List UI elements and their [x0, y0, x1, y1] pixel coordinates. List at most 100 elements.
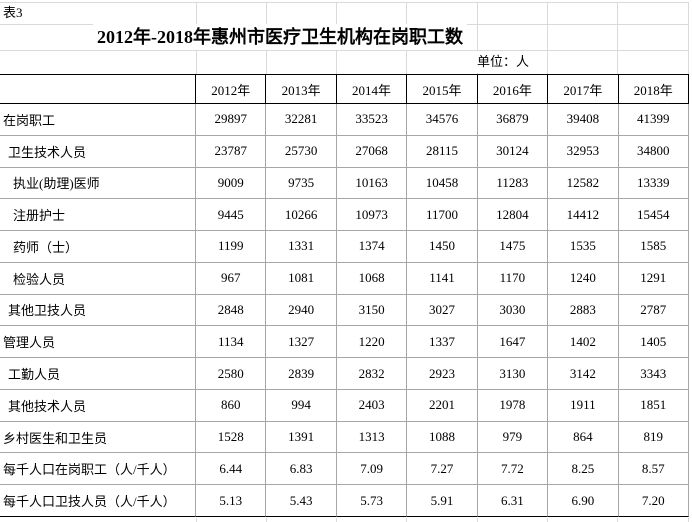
- cell-value: 27068: [336, 135, 408, 168]
- sheet-gridline: [547, 2, 548, 74]
- sheet-gridline: [688, 518, 689, 522]
- cell-value: 3343: [618, 358, 689, 390]
- cell-value: 7.20: [618, 485, 689, 517]
- cell-value: 1337: [407, 326, 478, 359]
- cell-value: 32953: [548, 135, 619, 168]
- cell-value: 7.72: [477, 453, 549, 486]
- cell-value: 6.90: [548, 485, 619, 517]
- cell-value: 1647: [477, 326, 549, 359]
- sheet-gridline: [617, 2, 618, 74]
- table-title-text: 2012年-2018年惠州市医疗卫生机构在岗职工数: [93, 24, 467, 50]
- cell-value: 1374: [336, 231, 408, 263]
- cell-value: 10973: [336, 199, 408, 232]
- cell-value: 5.73: [336, 485, 408, 517]
- cell-value: 5.91: [407, 485, 478, 517]
- row-label: 工勤人员: [0, 358, 196, 390]
- row-label: 卫生技术人员: [0, 135, 196, 168]
- column-header: 2015年: [407, 75, 478, 104]
- cell-value: 12582: [548, 167, 619, 200]
- cell-value: 1170: [477, 262, 549, 295]
- cell-value: 3142: [548, 358, 619, 390]
- sheet-gridline: [266, 518, 267, 522]
- cell-value: 10163: [336, 167, 408, 200]
- cell-value: 819: [618, 421, 689, 454]
- cell-value: 2403: [336, 389, 408, 422]
- data-table: 2012年 2013年 2014年 2015年 2016年 2017年 2018年 在岗职工 2…: [0, 74, 689, 517]
- table-corner-cell: [0, 75, 196, 104]
- cell-value: 7.27: [407, 453, 478, 486]
- cell-value: 1088: [407, 421, 478, 454]
- cell-value: 979: [477, 421, 549, 454]
- cell-value: 41399: [618, 104, 689, 136]
- row-label: 每千人口在岗职工（人/千人）: [0, 453, 196, 486]
- cell-value: 1402: [548, 326, 619, 359]
- row-label: 其他卫技人员: [0, 294, 196, 327]
- cell-value: 2848: [196, 294, 267, 327]
- sheet-gridline: [196, 518, 197, 522]
- row-label: 药师（士）: [0, 231, 196, 263]
- cell-value: 32281: [266, 104, 337, 136]
- cell-value: 1220: [336, 326, 408, 359]
- row-label: 执业(助理)医师: [0, 167, 196, 200]
- cell-value: 2832: [336, 358, 408, 390]
- cell-value: 1240: [548, 262, 619, 295]
- row-label: 注册护士: [0, 199, 196, 232]
- cell-value: 33523: [336, 104, 408, 136]
- sheet-gridline: [617, 518, 618, 522]
- cell-value: 13339: [618, 167, 689, 200]
- cell-value: 2787: [618, 294, 689, 327]
- cell-value: 23787: [196, 135, 267, 168]
- column-header: 2013年: [266, 75, 337, 104]
- cell-value: 2940: [266, 294, 337, 327]
- cell-value: 967: [196, 262, 267, 295]
- cell-value: 1391: [266, 421, 337, 454]
- sheet-gridline: [0, 2, 689, 3]
- table-title: 2012年-2018年惠州市医疗卫生机构在岗职工数: [0, 24, 560, 50]
- cell-value: 1081: [266, 262, 337, 295]
- cell-value: 5.13: [196, 485, 267, 517]
- row-label: 管理人员: [0, 326, 196, 359]
- cell-value: 9009: [196, 167, 267, 200]
- sheet-gridline: [547, 518, 548, 522]
- cell-value: 6.83: [266, 453, 337, 486]
- row-label: 检验人员: [0, 262, 196, 295]
- cell-value: 1978: [477, 389, 549, 422]
- cell-value: 3030: [477, 294, 549, 327]
- cell-value: 28115: [407, 135, 478, 168]
- sheet-gridline: [0, 50, 689, 51]
- cell-value: 5.43: [266, 485, 337, 517]
- cell-value: 1199: [196, 231, 267, 263]
- cell-value: 10266: [266, 199, 337, 232]
- cell-value: 8.25: [548, 453, 619, 486]
- sheet-gridline: [336, 518, 337, 522]
- cell-value: 3027: [407, 294, 478, 327]
- cell-value: 10458: [407, 167, 478, 200]
- cell-value: 1475: [477, 231, 549, 263]
- cell-value: 2883: [548, 294, 619, 327]
- cell-value: 11700: [407, 199, 478, 232]
- column-header: 2017年: [548, 75, 619, 104]
- cell-value: 1535: [548, 231, 619, 263]
- row-label: 在岗职工: [0, 104, 196, 136]
- sheet-label: 表3: [2, 3, 28, 23]
- cell-value: 2839: [266, 358, 337, 390]
- cell-value: 6.44: [196, 453, 267, 486]
- cell-value: 1141: [407, 262, 478, 295]
- cell-value: 1585: [618, 231, 689, 263]
- cell-value: 25730: [266, 135, 337, 168]
- row-label: 每千人口卫技人员（人/千人）: [0, 485, 196, 517]
- column-header: 2016年: [477, 75, 549, 104]
- cell-value: 30124: [477, 135, 549, 168]
- row-label: 其他技术人员: [0, 389, 196, 422]
- cell-value: 3130: [477, 358, 549, 390]
- column-header: 2018年: [618, 75, 689, 104]
- cell-value: 6.31: [477, 485, 549, 517]
- cell-value: 2923: [407, 358, 478, 390]
- cell-value: 2580: [196, 358, 267, 390]
- cell-value: 14412: [548, 199, 619, 232]
- row-label: 乡村医生和卫生员: [0, 421, 196, 454]
- cell-value: 9735: [266, 167, 337, 200]
- column-header: 2012年: [196, 75, 267, 104]
- cell-value: 1405: [618, 326, 689, 359]
